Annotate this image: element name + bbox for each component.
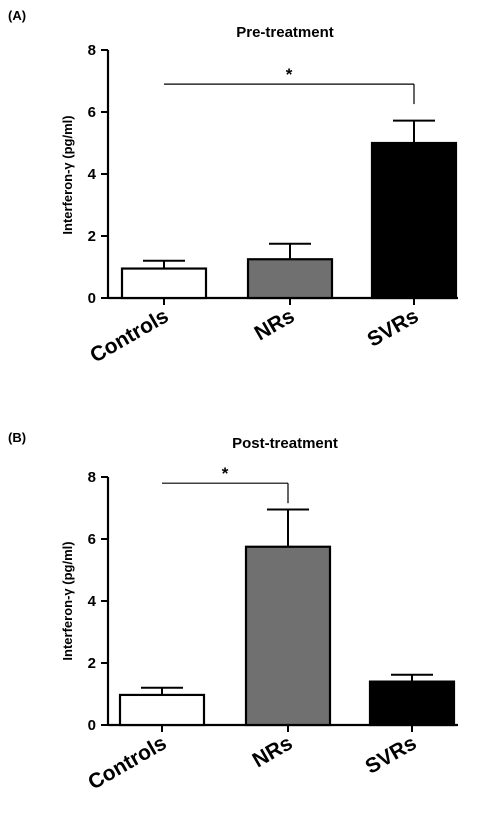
chart-b-y-axis-label: Interferon-γ (pg/ml) [60, 541, 75, 660]
bar-nrs [246, 258, 334, 300]
chart-a-y-axis-label: Interferon-γ (pg/ml) [60, 115, 75, 234]
y-tick-label: 6 [88, 104, 96, 121]
chart-a-svg: (A) Pre-treatment Interferon-γ (pg/ml) 0… [8, 8, 458, 367]
x-tick-label: NRs [249, 731, 297, 772]
y-tick-label: 8 [88, 469, 96, 486]
panel-b-label: (B) [8, 430, 26, 445]
bar-nrs [244, 545, 332, 727]
bar-controls [120, 267, 208, 300]
y-tick-label: 8 [88, 42, 96, 59]
bar-svrs [368, 680, 456, 727]
panel-a-label: (A) [8, 8, 26, 23]
x-tick-label: Controls [86, 304, 172, 367]
y-tick-label: 2 [88, 228, 96, 245]
y-tick-label: 0 [88, 717, 96, 734]
x-tick-label: SVRs [361, 731, 420, 778]
x-tick-label: Controls [84, 731, 170, 794]
x-tick-label: SVRs [363, 304, 422, 351]
x-tick-label: NRs [251, 304, 299, 345]
panel-a: (A) Pre-treatment Interferon-γ (pg/ml) 0… [8, 8, 458, 367]
y-tick-label: 2 [88, 655, 96, 672]
chart-a-plot: 0 2 4 6 8 Controls NRs SVRs * [86, 42, 458, 367]
bar-svrs [370, 141, 458, 300]
chart-a-title: Pre-treatment [236, 24, 334, 41]
y-tick-label: 4 [88, 593, 97, 610]
panel-b: (B) Post-treatment Interferon-γ (pg/ml) … [0, 418, 500, 833]
chart-b-plot: 0 2 4 6 8 Controls NRs SVRs * [84, 464, 458, 794]
y-tick-label: 0 [88, 290, 96, 307]
y-tick-label: 4 [88, 166, 97, 183]
bar-controls [118, 693, 206, 727]
chart-b-title: Post-treatment [232, 435, 338, 452]
significance-marker: * [286, 65, 293, 84]
significance-marker: * [222, 464, 229, 483]
y-tick-label: 6 [88, 531, 96, 548]
chart-b-svg: (B) Post-treatment Interferon-γ (pg/ml) … [8, 430, 458, 794]
